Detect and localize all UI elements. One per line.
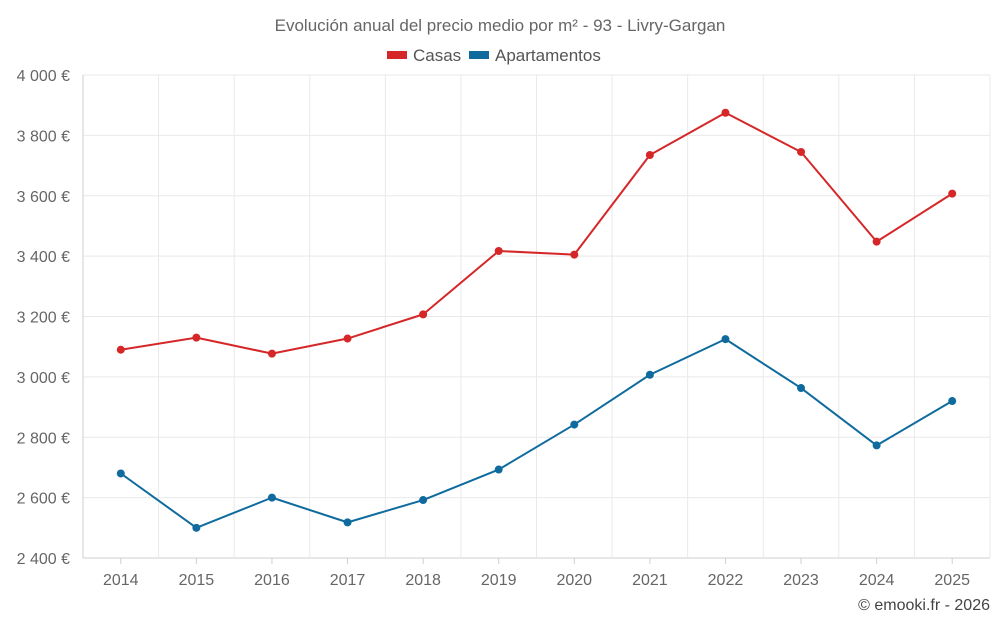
data-point[interactable]: [267, 349, 276, 358]
legend-label: Casas: [413, 46, 461, 65]
credit-text: © emooki.fr - 2026: [858, 597, 990, 614]
series-casas: [116, 108, 957, 358]
legend-swatch: [387, 51, 407, 59]
y-tick-label: 2 800 €: [17, 430, 70, 447]
x-tick-label: 2018: [405, 572, 441, 589]
data-point[interactable]: [192, 333, 201, 342]
x-tick-label: 2021: [632, 572, 668, 589]
data-point[interactable]: [267, 493, 276, 502]
series-line: [120, 111, 953, 355]
data-point[interactable]: [192, 523, 201, 532]
x-tick-label: 2020: [556, 572, 592, 589]
data-point[interactable]: [872, 441, 881, 450]
x-axis-ticks: 2014 2015 2016 2017 2018 2019 2020 2021 2022 2023…: [103, 572, 970, 589]
x-tick-label: 2023: [783, 572, 819, 589]
y-tick-label: 3 000 €: [17, 370, 70, 387]
x-tick-label: 2022: [708, 572, 744, 589]
data-point[interactable]: [721, 108, 730, 117]
x-tick-label: 2024: [859, 572, 895, 589]
series-line: [120, 338, 953, 529]
y-tick-label: 2 400 €: [17, 551, 70, 568]
legend-label: Apartamentos: [495, 46, 601, 65]
data-point[interactable]: [494, 246, 503, 255]
x-tick-label: 2019: [481, 572, 517, 589]
data-point[interactable]: [116, 469, 125, 478]
legend: Casas Apartamentos: [387, 46, 601, 65]
data-point[interactable]: [948, 397, 957, 406]
data-point[interactable]: [645, 150, 654, 159]
y-tick-label: 3 600 €: [17, 189, 70, 206]
chart-title: Evolución anual del precio medio por m² …: [275, 16, 726, 35]
data-point[interactable]: [570, 250, 579, 259]
data-point[interactable]: [645, 370, 654, 379]
legend-swatch: [469, 51, 489, 59]
data-point[interactable]: [419, 496, 428, 505]
data-point[interactable]: [721, 335, 730, 344]
y-tick-label: 2 600 €: [17, 491, 70, 508]
series-apartamentos: [116, 335, 957, 532]
x-tick-label: 2017: [330, 572, 366, 589]
data-point[interactable]: [948, 189, 957, 198]
data-point[interactable]: [797, 147, 806, 156]
y-axis-ticks: 2 400 € 2 600 € 2 800 € 3 000 € 3 200 € 3 400…: [17, 68, 70, 568]
data-point[interactable]: [797, 384, 806, 393]
series-layer: [116, 108, 957, 532]
x-tick-label: 2015: [179, 572, 215, 589]
y-tick-label: 3 800 €: [17, 128, 70, 145]
y-tick-label: 3 200 €: [17, 310, 70, 327]
data-point[interactable]: [872, 237, 881, 246]
data-point[interactable]: [343, 334, 352, 343]
grid-layer: [82, 74, 991, 564]
y-tick-label: 3 400 €: [17, 249, 70, 266]
x-tick-label: 2025: [934, 572, 970, 589]
data-point[interactable]: [419, 310, 428, 319]
data-point[interactable]: [116, 345, 125, 354]
data-point[interactable]: [570, 420, 579, 429]
y-tick-label: 4 000 €: [17, 68, 70, 85]
data-point[interactable]: [494, 465, 503, 474]
x-tick-label: 2016: [254, 572, 290, 589]
x-tick-label: 2014: [103, 572, 139, 589]
data-point[interactable]: [343, 518, 352, 527]
